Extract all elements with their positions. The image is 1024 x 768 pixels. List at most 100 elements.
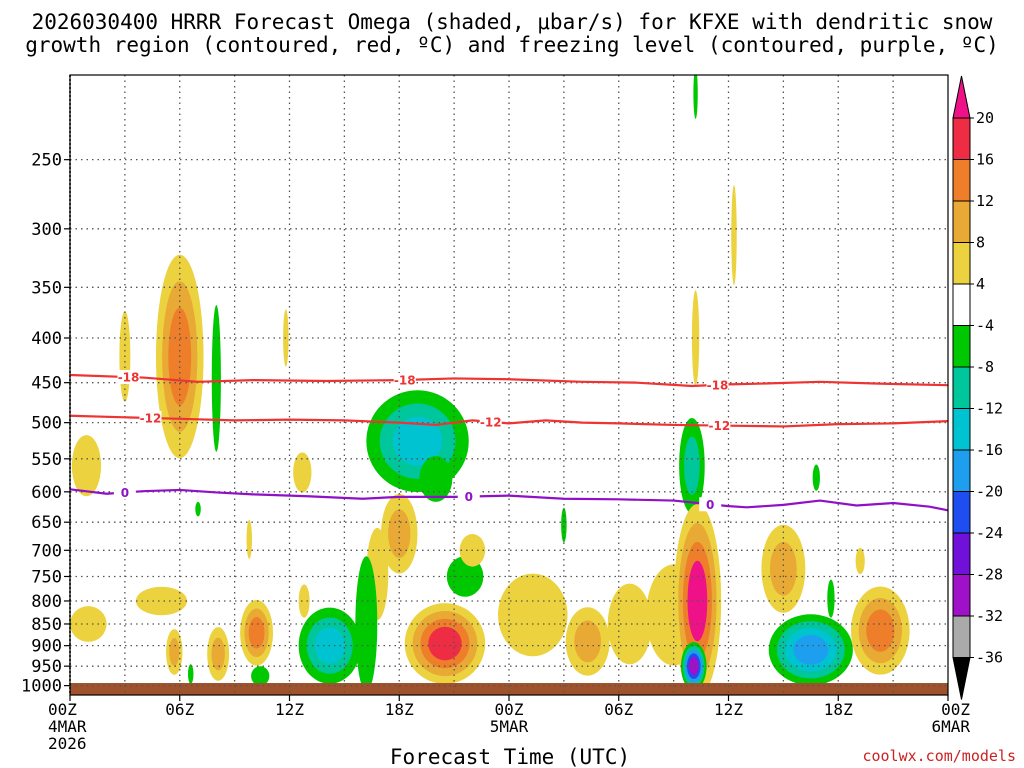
omega-cell-6-level-4 bbox=[293, 452, 312, 493]
y-tick-label-250: 250 bbox=[31, 151, 62, 171]
omega-cell-9-level--4 bbox=[561, 507, 567, 543]
omega-cell-17-level-4 bbox=[135, 586, 188, 616]
ground-surface-bar bbox=[70, 683, 948, 695]
contour-label-bg-2-1 bbox=[457, 489, 480, 504]
omega-cell-27-level--4 bbox=[355, 556, 378, 692]
y-tick-label-800: 800 bbox=[31, 592, 62, 612]
y-tick-label-300: 300 bbox=[31, 220, 62, 240]
contour-label-bg-0-0 bbox=[117, 370, 140, 385]
x-tick-label-6: 06Z bbox=[165, 700, 194, 719]
y-tick-label-1000: 1000 bbox=[21, 677, 62, 697]
colorbar-top-arrow bbox=[952, 75, 971, 119]
contour-label-bg-2-2 bbox=[699, 497, 722, 512]
x-tick-label-18: 18Z bbox=[385, 700, 414, 719]
y-tick-label-400: 400 bbox=[31, 329, 62, 349]
colorbar-label-8: -16 bbox=[976, 441, 1003, 459]
omega-cell-16-level-4 bbox=[70, 606, 107, 642]
colorbar-segment-7 bbox=[952, 408, 971, 451]
omega-cell-15-level-8 bbox=[388, 509, 411, 558]
omega-cell-23-level--4 bbox=[251, 666, 270, 686]
x-tick-year-0: 2026 bbox=[48, 734, 87, 753]
colorbar-segment-3 bbox=[952, 242, 971, 285]
temperature-contours: -18 -18 -18 -12 -12 -12 0 0 0 bbox=[70, 370, 948, 512]
x-tick-label-36: 12Z bbox=[714, 700, 743, 719]
contour-label-2-2: 0 bbox=[706, 498, 714, 512]
x-tick-date-24: 5MAR bbox=[490, 717, 529, 736]
omega-cell-4-level--4 bbox=[195, 501, 201, 517]
credit-text: coolwx.com/models bbox=[862, 747, 1016, 765]
y-tick-label-650: 650 bbox=[31, 513, 62, 533]
colorbar-segment-2 bbox=[952, 200, 971, 243]
omega-cell-40-level-4 bbox=[855, 547, 865, 575]
omega-cell-37-level--16 bbox=[793, 635, 829, 665]
x-tick-label-24: 00Z bbox=[495, 700, 524, 719]
colorbar-label-4: 4 bbox=[976, 275, 985, 293]
omega-cell-20-level-8 bbox=[211, 637, 225, 671]
chart-title-line-1: 2026030400 HRRR Forecast Omega (shaded, … bbox=[32, 10, 993, 34]
x-tick-label-48: 00Z bbox=[941, 700, 970, 719]
colorbar-segment-11 bbox=[952, 574, 971, 617]
y-axis-pressure: 2503003504004505005506006507007508008509… bbox=[21, 151, 70, 697]
x-tick-label-30: 06Z bbox=[604, 700, 633, 719]
colorbar-label-5: -4 bbox=[976, 317, 994, 335]
omega-cell-11-level-4 bbox=[691, 290, 700, 386]
colorbar-label-2: 12 bbox=[976, 192, 994, 210]
omega-cell-36-level--28 bbox=[688, 657, 699, 676]
x-tick-date-0: 4MAR bbox=[48, 717, 87, 736]
contour-label-bg-1-1 bbox=[479, 414, 502, 429]
contour-label-bg-1-2 bbox=[708, 418, 731, 433]
x-tick-label-0: 00Z bbox=[48, 700, 77, 719]
y-tick-label-450: 450 bbox=[31, 374, 62, 394]
colorbar-label-0: 20 bbox=[976, 109, 994, 127]
x-tick-date-48: 6MAR bbox=[931, 717, 970, 736]
contour-label-1-2: -12 bbox=[709, 419, 731, 433]
omega-cell-38-level-8 bbox=[769, 541, 797, 596]
colorbar-label-7: -12 bbox=[976, 400, 1003, 418]
contour-label-2-1: 0 bbox=[465, 490, 473, 504]
contour-label-bg-0-2 bbox=[706, 377, 729, 392]
omega-cell-10-level--8 bbox=[684, 436, 700, 495]
colorbar-label-9: -20 bbox=[976, 483, 1003, 501]
colorbar-segment-5 bbox=[952, 325, 971, 368]
colorbar-bottom-arrow bbox=[952, 657, 971, 700]
chart-title-line-2: growth region (contoured, red, ºC) and f… bbox=[25, 33, 999, 57]
x-tick-label-12: 12Z bbox=[275, 700, 304, 719]
x-tick-label-42: 18Z bbox=[824, 700, 853, 719]
contour-label-bg-0-1 bbox=[393, 372, 416, 387]
colorbar-segment-1 bbox=[952, 159, 971, 202]
omega-cell-8-level--4 bbox=[419, 456, 453, 502]
contour-label-1-0: -12 bbox=[140, 412, 162, 426]
colorbar-label-10: -24 bbox=[976, 524, 1003, 542]
colorbar-segment-4 bbox=[952, 283, 971, 326]
x-axis-label: Forecast Time (UTC) bbox=[390, 745, 630, 768]
omega-cell-7-level--12 bbox=[392, 416, 443, 466]
contour-label-2-0: 0 bbox=[121, 486, 129, 500]
y-tick-label-900: 900 bbox=[31, 637, 62, 657]
colorbar-label-11: -28 bbox=[976, 566, 1003, 584]
contour-label-1-1: -12 bbox=[480, 415, 502, 429]
omega-cell-31-level-4 bbox=[498, 573, 568, 657]
colorbar-legend: 20 16 12 8 4 -4 -8 -12 -16 -20 -24 -28 -32 -36 bbox=[952, 75, 1003, 700]
contour-label-0-1: -18 bbox=[394, 373, 416, 387]
omega-cell-21-level-4 bbox=[246, 519, 253, 559]
colorbar-label-6: -8 bbox=[976, 358, 994, 376]
omega-cell-13-level-4 bbox=[731, 185, 737, 286]
omega-cell-39-level--4 bbox=[827, 579, 835, 618]
omega-cell-33-level-4 bbox=[607, 583, 652, 665]
contour-label-0-2: -18 bbox=[707, 378, 729, 392]
omega-cell-12-level--4 bbox=[693, 75, 698, 119]
y-tick-label-550: 550 bbox=[31, 450, 62, 470]
omega-cell-24-level-4 bbox=[298, 584, 310, 618]
colorbar-label-1: 16 bbox=[976, 151, 994, 169]
colorbar-segment-8 bbox=[952, 449, 971, 492]
contour-label-0-0: -18 bbox=[118, 371, 140, 385]
omega-cell-32-level-8 bbox=[574, 620, 602, 663]
y-tick-label-350: 350 bbox=[31, 278, 62, 298]
y-tick-label-750: 750 bbox=[31, 567, 62, 587]
y-tick-label-500: 500 bbox=[31, 414, 62, 434]
omega-cell-18-level-8 bbox=[169, 637, 180, 666]
omega-cell-22-level-12 bbox=[248, 617, 265, 649]
omega-cell-28-level-16 bbox=[428, 626, 462, 661]
